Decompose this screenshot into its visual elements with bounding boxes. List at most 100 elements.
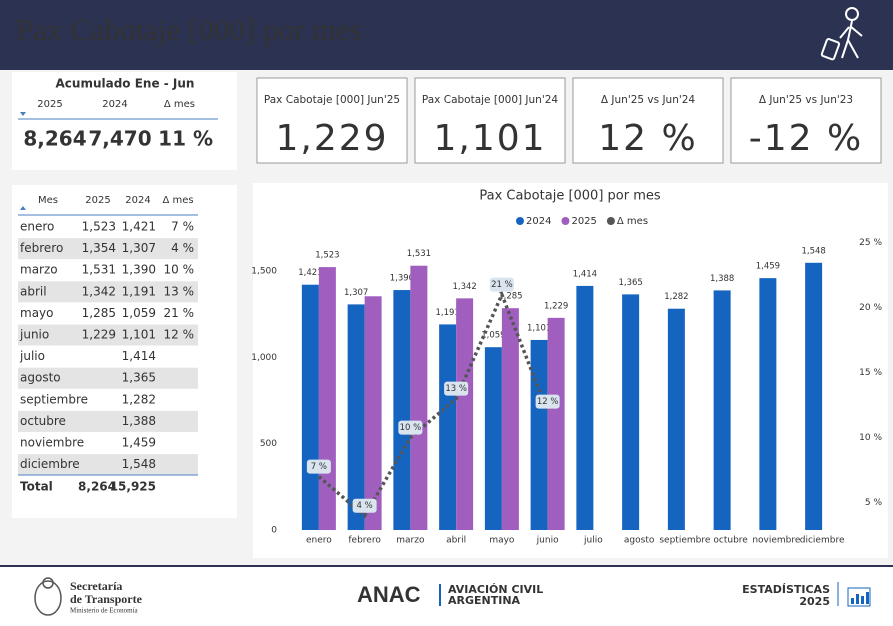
legend-label: Δ mes (617, 216, 648, 227)
y2-tick-label: 5 % (865, 498, 883, 508)
table-cell: 4 % (171, 241, 194, 255)
table-cell: febrero (20, 241, 63, 255)
kpi-value: 12 % (598, 118, 697, 159)
row-band (18, 238, 198, 260)
bar-label: 1,282 (664, 292, 688, 302)
table-cell: 1,365 (122, 371, 156, 385)
bar-label: 1,285 (498, 292, 522, 302)
bar (301, 284, 319, 530)
table-cell: 1,101 (122, 328, 156, 342)
row-band (18, 454, 198, 476)
table-cell: 1,523 (82, 220, 116, 234)
row-band (18, 281, 198, 303)
anac-logo: ANAC (357, 582, 421, 607)
table-cell: 1,388 (122, 414, 156, 428)
bar-label: 1,523 (315, 251, 339, 261)
page-title: Pax Cabotaje [000] por mes (16, 12, 362, 47)
emblem (34, 577, 62, 616)
footer-text: de Transporte (70, 592, 143, 606)
footer-text: AVIACIÓN CIVIL (448, 583, 543, 596)
footer-text: 2025 (799, 595, 830, 608)
x-tick-label: septiembre (659, 536, 710, 546)
table-total: 8,264 (78, 480, 116, 494)
table-cell: 21 % (164, 306, 195, 320)
x-tick-label: febrero (348, 536, 381, 546)
table-cell: junio (19, 328, 49, 342)
table-cell: 1,414 (122, 349, 156, 363)
table-header: 2025 (85, 195, 110, 206)
kpi-label: Δ Jun'25 vs Jun'24 (601, 94, 696, 106)
legend-swatch (516, 217, 524, 225)
bar-label: 1,421 (298, 268, 322, 278)
footer-bar (0, 566, 893, 626)
kpi-label: Pax Cabotaje [000] Jun'25 (264, 94, 400, 106)
table-cell: octubre (20, 414, 66, 428)
summary-col: Δ mes (164, 99, 195, 110)
bar-label: 1,459 (756, 262, 780, 272)
table-cell: 7 % (171, 220, 194, 234)
summary-value: 11 % (158, 127, 213, 151)
bar (347, 304, 365, 530)
legend-label: 2024 (526, 216, 551, 227)
y-tick-label: 1,500 (251, 267, 277, 277)
kpi-card (414, 77, 566, 164)
table-header: Mes (38, 195, 58, 206)
x-tick-label: agosto (624, 536, 655, 546)
x-tick-label: julio (583, 536, 603, 546)
kpi-card (730, 77, 882, 164)
header-bar (0, 0, 893, 70)
stats-icon (837, 582, 871, 607)
sort-arrow (20, 206, 26, 210)
table-cell: 1,282 (122, 392, 156, 406)
bar (576, 285, 594, 530)
bar-label: 1,229 (544, 301, 568, 311)
table-cell: 1,229 (82, 328, 116, 342)
legend-label: 2025 (571, 216, 596, 227)
table-cell: abril (20, 284, 47, 298)
delta-label-bg (352, 498, 377, 513)
delta-label-bg (489, 277, 514, 292)
delta-label: 10 % (400, 423, 422, 433)
sort-arrow (20, 112, 26, 116)
bar-label: 1,388 (710, 274, 734, 284)
row-band (18, 324, 198, 346)
bar (622, 294, 640, 530)
bar (530, 339, 548, 530)
bar (484, 347, 502, 530)
x-tick-label: marzo (396, 536, 425, 546)
bar-label: 1,390 (390, 274, 414, 284)
y2-tick-label: 15 % (859, 368, 882, 378)
table-cell: 1,342 (82, 284, 116, 298)
delta-label-bg (306, 459, 331, 474)
kpi-label: Δ Jun'25 vs Jun'23 (759, 94, 853, 106)
table-cell: 1,307 (122, 241, 156, 255)
bar (456, 298, 474, 530)
delta-label: 7 % (311, 462, 327, 472)
legend-swatch (606, 217, 615, 225)
delta-label-bg (535, 394, 560, 409)
bar-label: 1,059 (481, 331, 505, 341)
table-cell: julio (19, 349, 45, 363)
summary-value: 8,264 (23, 127, 86, 151)
y-tick-label: 0 (271, 526, 277, 536)
summary-col: 2025 (37, 99, 62, 110)
table-cell: 1,390 (122, 263, 156, 277)
kpi-card (256, 77, 408, 164)
legend-swatch (561, 217, 570, 225)
table-cell: enero (20, 220, 54, 234)
x-tick-label: noviembre (752, 536, 801, 546)
table-cell: 1,354 (82, 241, 116, 255)
kpi-label: Pax Cabotaje [000] Jun'24 (422, 94, 559, 106)
kpi-value: -12 % (749, 118, 863, 159)
y2-tick-label: 20 % (859, 303, 882, 313)
x-tick-label: abril (446, 536, 466, 546)
bar-label: 1,342 (452, 282, 476, 292)
delta-label: 4 % (357, 501, 373, 511)
chart-title: Pax Cabotaje [000] por mes (479, 189, 661, 204)
bar-label: 1,365 (618, 278, 642, 288)
table-cell: diciembre (20, 457, 80, 471)
table-cell: mayo (20, 306, 54, 320)
footer-text: ESTADÍSTICAS (742, 583, 830, 596)
